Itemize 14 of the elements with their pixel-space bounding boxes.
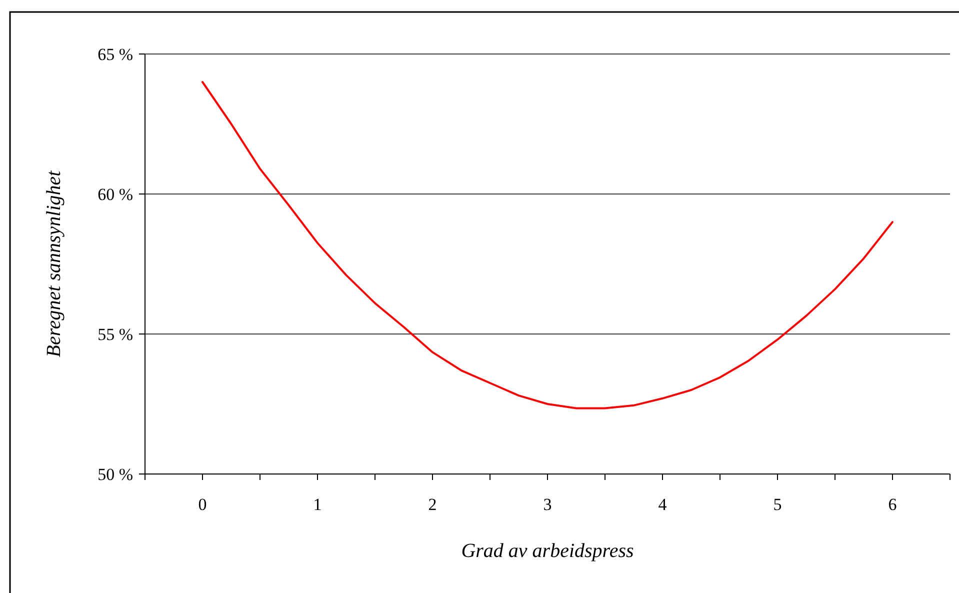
y-axis-title: Beregnet sannsynlighet [43, 170, 65, 358]
line-series [202, 81, 894, 410]
y-tick-label: 50 % [98, 464, 133, 484]
x-tick-label: 0 [198, 495, 207, 514]
x-tick-label: 3 [543, 495, 552, 514]
x-axis-title: Grad av arbeidspress [461, 540, 634, 562]
x-tick-label: 5 [773, 495, 782, 514]
x-tick-label: 2 [428, 495, 437, 514]
x-tick-label: 6 [888, 495, 897, 514]
x-tick-label: 4 [658, 495, 668, 514]
y-tick-label: 55 % [98, 324, 133, 344]
y-tick-label: 65 % [98, 44, 133, 64]
x-tick-label: 1 [313, 495, 322, 514]
y-tick-label: 60 % [98, 184, 133, 204]
